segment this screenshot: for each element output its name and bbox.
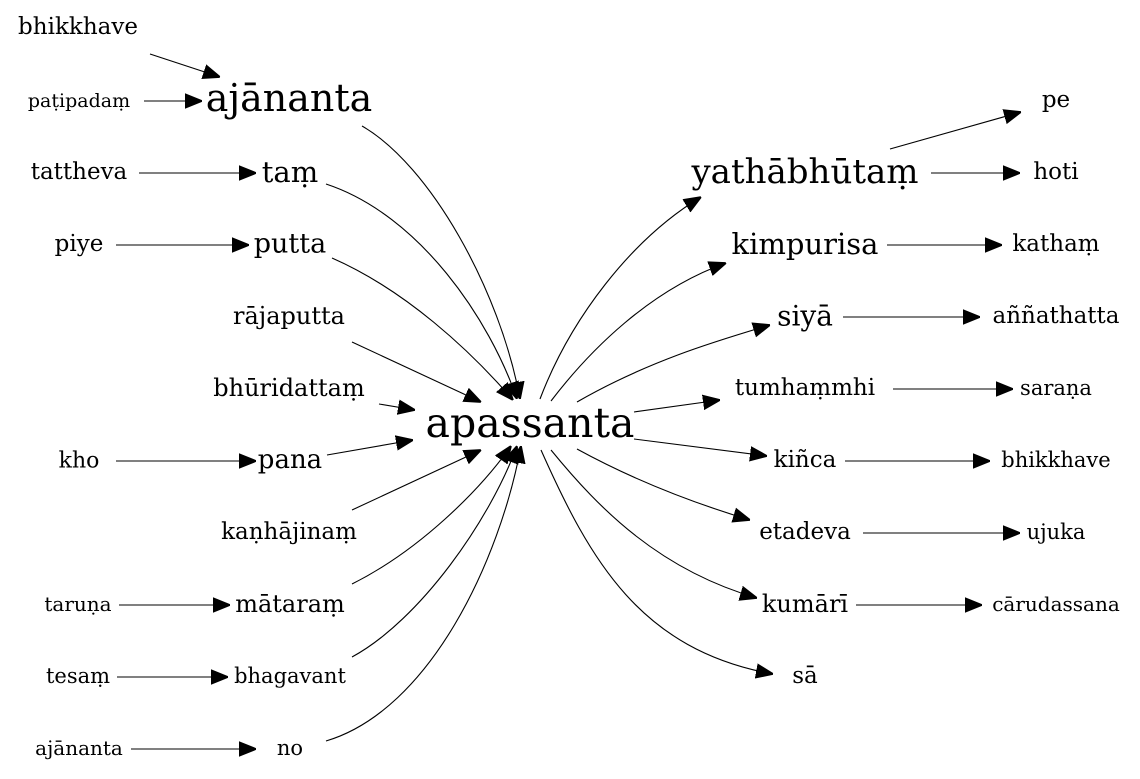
node-putta: putta [254, 229, 326, 260]
edge-putta-apassanta [331, 257, 513, 400]
edge-bhuridattam-apassanta [378, 404, 415, 410]
node-no: no [277, 736, 303, 760]
edge-bhikkhave-ajananta [149, 53, 220, 77]
edge-apassanta-yathabhutam [539, 197, 701, 400]
edges [116, 53, 1021, 749]
edge-ajananta-apassanta [361, 125, 520, 399]
node-piye: piye [55, 231, 104, 257]
node-ajananta-small: ajānanta [35, 736, 123, 760]
edge-tam-apassanta [325, 183, 517, 399]
node-taruna: taruṇa [44, 592, 111, 616]
node-kimpurisa: kimpurisa [732, 227, 879, 261]
node-mataram: mātaraṃ [235, 590, 345, 618]
node-bhikkhave-left: bhikkhave [18, 14, 138, 40]
node-bhagavant: bhagavant [234, 664, 346, 688]
edge-rajaputta-apassanta [351, 341, 481, 402]
edge-kanhajinam-apassanta [351, 450, 481, 511]
edge-mataram-apassanta [351, 446, 511, 585]
node-tattheva: tattheva [31, 159, 128, 185]
nodes: bhikkhave paṭipadaṃ ajānanta tattheva ta… [18, 14, 1120, 760]
node-ajananta-large: ajānanta [206, 76, 373, 120]
edge-apassanta-kumari [550, 449, 757, 598]
node-pana: pana [258, 445, 322, 475]
node-hoti: hoti [1033, 159, 1078, 185]
node-kanhajinam: kaṇhājinaṃ [221, 519, 357, 545]
node-tam: taṃ [262, 155, 318, 189]
node-carudassana: cārudassana [992, 592, 1120, 616]
node-katham: kathaṃ [1012, 231, 1099, 257]
node-tesam: tesaṃ [46, 664, 110, 688]
node-sa: sā [792, 663, 818, 689]
node-pe: pe [1042, 87, 1070, 113]
edge-apassanta-kinca [633, 438, 767, 456]
node-kinca: kiñca [774, 447, 837, 473]
node-kho: kho [59, 449, 100, 474]
edge-bhagavant-apassanta [351, 446, 517, 658]
edge-pana-apassanta [326, 440, 413, 456]
edge-apassanta-siya [576, 325, 770, 403]
node-bhikkhave-right: bhikkhave [1001, 448, 1110, 472]
edge-no-apassanta [325, 446, 521, 742]
edge-apassanta-sa [540, 449, 773, 674]
node-annathatta: aññathatta [992, 303, 1119, 329]
node-apassanta: apassanta [426, 399, 635, 447]
edge-apassanta-kimpurisa [550, 263, 726, 402]
node-bhuridattam: bhūridattaṃ [213, 374, 365, 402]
edge-yathabhutam-pe [889, 112, 1021, 150]
node-yathabhutam: yathābhūtaṃ [690, 152, 918, 192]
edge-apassanta-tumhammhi [633, 400, 720, 413]
node-patipadam: paṭipadaṃ [28, 90, 130, 112]
node-rajaputta: rājaputta [233, 302, 345, 330]
node-etadeva: etadeva [759, 519, 851, 545]
node-kumari: kumārī [762, 590, 849, 618]
node-tumhammhi: tumhaṃmhi [735, 375, 875, 401]
edge-apassanta-etadeva [576, 448, 750, 520]
node-ujuka: ujuka [1027, 520, 1086, 544]
node-siya: siyā [777, 300, 833, 333]
node-sarana: saraṇa [1020, 376, 1092, 400]
